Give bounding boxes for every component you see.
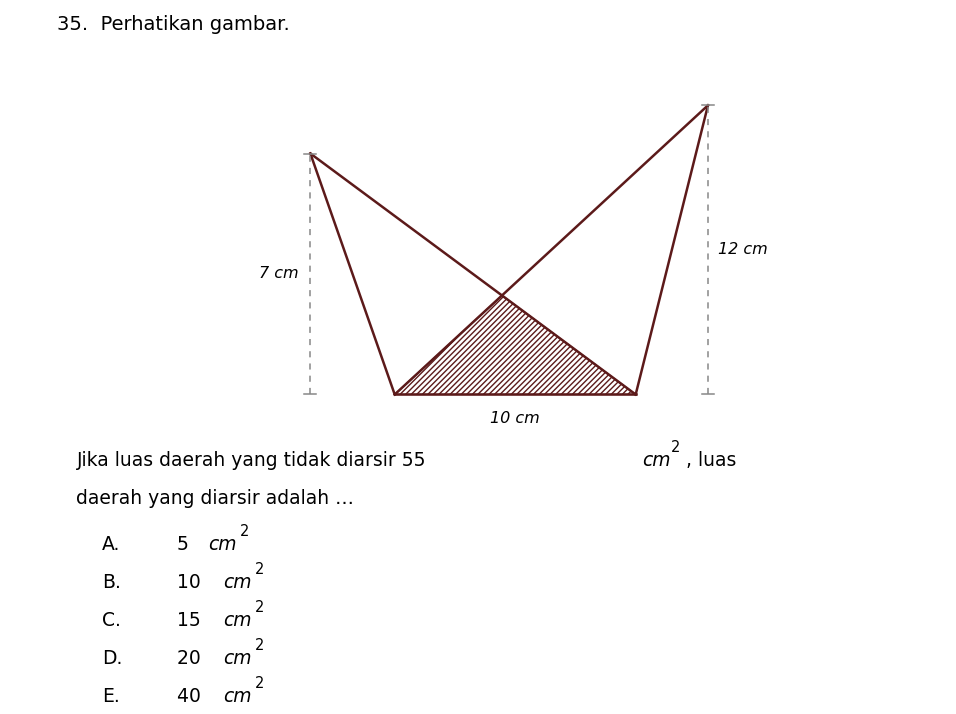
Text: 35.  Perhatikan gambar.: 35. Perhatikan gambar.	[57, 16, 290, 34]
Text: daerah yang diarsir adalah …: daerah yang diarsir adalah …	[76, 489, 355, 508]
Text: Jika luas daerah yang tidak diarsir 55: Jika luas daerah yang tidak diarsir 55	[76, 451, 432, 470]
Text: 2: 2	[255, 600, 264, 615]
Text: 2: 2	[255, 562, 264, 577]
Text: 7 cm: 7 cm	[259, 266, 298, 281]
Text: cm: cm	[223, 649, 251, 668]
Text: 20: 20	[178, 649, 207, 668]
Text: 2: 2	[670, 440, 680, 455]
Text: 2: 2	[240, 524, 250, 539]
Text: 5: 5	[178, 535, 195, 554]
Text: 10: 10	[178, 573, 207, 592]
Text: cm: cm	[641, 451, 670, 470]
Text: cm: cm	[223, 687, 251, 706]
Text: A.: A.	[101, 535, 120, 554]
Text: , luas: , luas	[685, 451, 736, 470]
Text: 2: 2	[255, 676, 264, 691]
Text: cm: cm	[223, 611, 251, 630]
Text: cm: cm	[207, 535, 236, 554]
Text: 2: 2	[255, 638, 264, 653]
Text: 15: 15	[178, 611, 207, 630]
Text: E.: E.	[101, 687, 120, 706]
Text: 10 cm: 10 cm	[490, 411, 540, 426]
Text: C.: C.	[101, 611, 120, 630]
Text: B.: B.	[101, 573, 120, 592]
Text: 12 cm: 12 cm	[718, 242, 768, 258]
Text: D.: D.	[101, 649, 122, 668]
Text: cm: cm	[223, 573, 251, 592]
Text: 40: 40	[178, 687, 207, 706]
